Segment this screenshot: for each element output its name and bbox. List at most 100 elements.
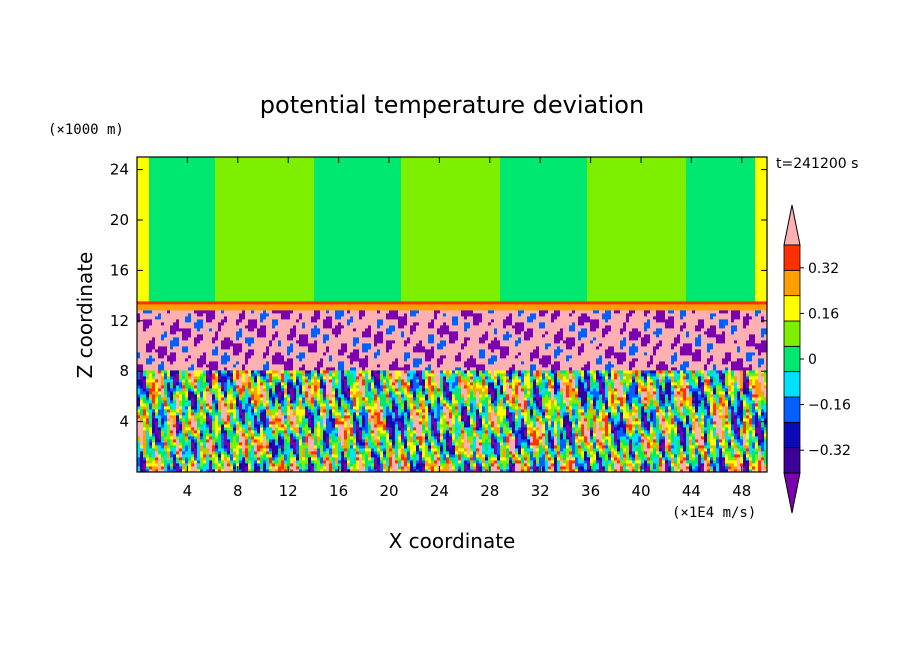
contour-cell (701, 466, 705, 470)
contour-cell (524, 415, 528, 419)
contour-cell (758, 466, 762, 470)
contour-cell (143, 469, 147, 472)
contour-cell (173, 421, 177, 425)
contour-cell (470, 436, 474, 440)
contour-cell (275, 463, 279, 467)
contour-cell (326, 448, 330, 452)
contour-cell (302, 412, 306, 416)
contour-cell (611, 460, 615, 464)
contour-cell (146, 409, 150, 413)
contour-cell (188, 454, 192, 458)
contour-cell (500, 421, 504, 425)
contour-cell (632, 463, 636, 467)
contour-cell (752, 454, 756, 458)
contour-cell (710, 445, 714, 449)
contour-cell (347, 439, 351, 443)
contour-cell (401, 445, 405, 449)
contour-cell (299, 463, 303, 467)
contour-cell (623, 409, 627, 413)
contour-cell (440, 445, 444, 449)
contour-cell (164, 427, 168, 431)
contour-cell (323, 451, 327, 455)
contour-cell (206, 415, 210, 419)
contour-cell (554, 433, 558, 437)
contour-cell (461, 409, 465, 413)
contour-cell (611, 406, 615, 410)
contour-cell (347, 451, 351, 455)
contour-cell (749, 433, 753, 437)
contour-cell (707, 442, 711, 446)
contour-cell (224, 436, 228, 440)
contour-cell (404, 439, 408, 443)
contour-cell (758, 406, 762, 410)
contour-cell (332, 424, 336, 428)
contour-cell (503, 412, 507, 416)
contour-cell (455, 433, 459, 437)
contour-cell (332, 436, 336, 440)
contour-cell (206, 448, 210, 452)
contour-cell (320, 412, 324, 416)
contour-cell (338, 436, 342, 440)
contour-cell (635, 454, 639, 458)
contour-cell (425, 451, 429, 455)
contour-cell (686, 448, 690, 452)
contour-cell (749, 436, 753, 440)
contour-cell (167, 445, 171, 449)
contour-cell (716, 436, 720, 440)
contour-cell (632, 436, 636, 440)
contour-cell (575, 424, 579, 428)
contour-cell (497, 430, 501, 434)
contour-cell (269, 463, 273, 467)
contour-cell (464, 433, 468, 437)
contour-cell (572, 466, 576, 470)
contour-cell (491, 424, 495, 428)
contour-cell (626, 451, 630, 455)
contour-cell (653, 430, 657, 434)
contour-cell (611, 442, 615, 446)
contour-cell (362, 400, 366, 404)
contour-cell (296, 460, 300, 464)
contour-cell (587, 400, 591, 404)
contour-cell (356, 433, 360, 437)
contour-cell (491, 448, 495, 452)
contour-cell (626, 409, 630, 413)
contour-cell (314, 406, 318, 410)
contour-cell (515, 469, 519, 472)
contour-cell (701, 427, 705, 431)
contour-cell (464, 409, 468, 413)
contour-cell (575, 421, 579, 425)
contour-cell (734, 418, 738, 422)
contour-cell (551, 454, 555, 458)
contour-cell (371, 436, 375, 440)
contour-cell (551, 418, 555, 422)
contour-cell (629, 436, 633, 440)
contour-cell (530, 409, 534, 413)
contour-cell (587, 451, 591, 455)
contour-cell (704, 415, 708, 419)
contour-cell (209, 400, 213, 404)
contour-cell (758, 439, 762, 443)
contour-cell (404, 457, 408, 461)
contour-cell (176, 403, 180, 407)
contour-cell (398, 466, 402, 470)
contour-cell (596, 466, 600, 470)
contour-cell (281, 466, 285, 470)
contour-cell (389, 415, 393, 419)
contour-cell (731, 409, 735, 413)
contour-cell (272, 424, 276, 428)
contour-cell (698, 409, 702, 413)
contour-cell (704, 403, 708, 407)
contour-cell (239, 469, 243, 472)
contour-cell (431, 439, 435, 443)
contour-cell (683, 436, 687, 440)
contour-cell (242, 451, 246, 455)
contour-cell (182, 436, 186, 440)
contour-cell (605, 448, 609, 452)
contour-cell (221, 418, 225, 422)
contour-cell (275, 415, 279, 419)
contour-cell (575, 469, 579, 472)
contour-cell (644, 421, 648, 425)
contour-cell (593, 454, 597, 458)
contour-cell (734, 424, 738, 428)
contour-cell (704, 430, 708, 434)
